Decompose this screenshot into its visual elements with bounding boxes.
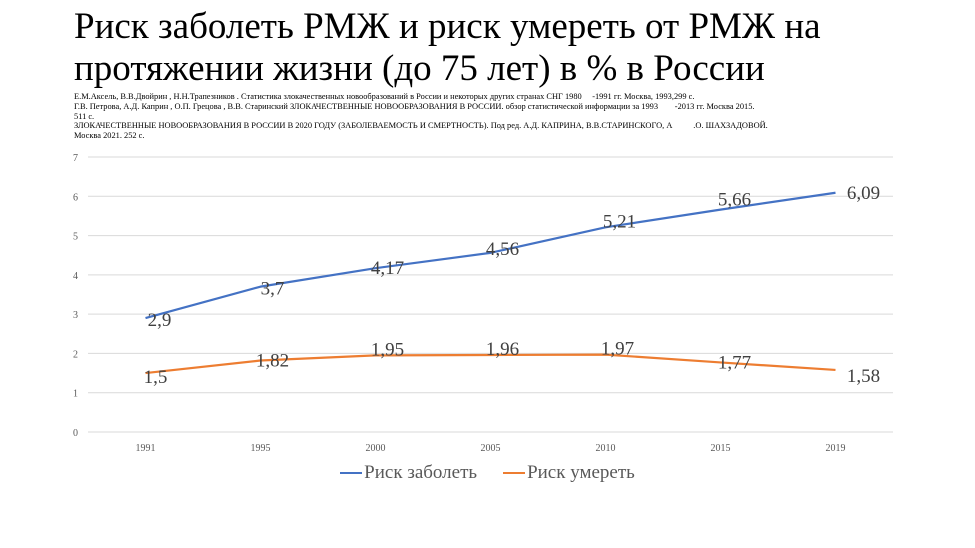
x-tick-label: 2010	[596, 443, 616, 454]
x-tick-label: 1995	[251, 443, 271, 454]
legend-item-mortality: Риск умереть	[503, 462, 635, 484]
y-tick-label: 1	[73, 389, 78, 400]
reference-line: ЗЛОКАЧЕСТВЕННЫЕ НОВООБРАЗОВАНИЯ В РОССИИ…	[74, 121, 768, 131]
data-label: 2,9	[148, 310, 172, 331]
legend-swatch-blue-icon	[340, 472, 363, 474]
series-line-0	[145, 191, 836, 320]
x-axis-ticks: 1991 1995 2000 2005 2010 2015 2019	[136, 443, 846, 454]
data-label: 6,09	[847, 183, 880, 204]
legend-item-incidence: Риск заболеть	[340, 462, 477, 484]
gridlines	[88, 156, 893, 433]
x-tick-label: 2000	[366, 443, 386, 454]
chart-legend: Риск заболеть Риск умереть	[0, 462, 975, 484]
reference-line: 511 с.	[74, 111, 95, 121]
legend-label: Риск умереть	[527, 462, 635, 483]
data-label: 1,77	[718, 352, 751, 373]
series-lines	[145, 191, 836, 375]
references: Е.М.Аксель, В.В.Двойрин , Н.Н.Трапезнико…	[74, 92, 934, 141]
data-label: 1,82	[256, 351, 289, 372]
series-line-1	[145, 353, 836, 375]
data-label: 4,17	[371, 258, 404, 279]
y-tick-label: 7	[73, 153, 78, 164]
data-label: 3,7	[261, 279, 285, 300]
y-axis-ticks: 0 1 2 3 4 5 6 7	[73, 153, 78, 439]
slide-title: Риск заболеть РМЖ и риск умереть от РМЖ …	[74, 6, 954, 90]
data-label: 1,5	[144, 367, 168, 388]
y-tick-label: 5	[73, 232, 78, 243]
y-tick-label: 2	[73, 349, 78, 360]
data-label: 4,56	[486, 239, 519, 260]
slide-title-line-2: протяжении жизни (до 75 лет) в % в Росси…	[74, 48, 765, 89]
reference-line: Г.В. Петрова, А.Д. Каприн , О.П. Грецова…	[74, 101, 755, 111]
x-tick-label: 2015	[711, 443, 731, 454]
x-tick-label: 2005	[481, 443, 501, 454]
legend-swatch-orange-icon	[503, 472, 526, 474]
y-tick-label: 4	[73, 271, 78, 282]
y-tick-label: 0	[73, 428, 78, 439]
data-label: 1,58	[847, 366, 880, 387]
reference-line: Москва 2021. 252 с.	[74, 131, 145, 141]
x-tick-label: 1991	[136, 443, 156, 454]
reference-line: Е.М.Аксель, В.В.Двойрин , Н.Н.Трапезнико…	[74, 92, 695, 101]
data-labels: 2,9 3,7 4,17 4,56 5,21 5,66 6,09 1,5 1,82 1,95 1,9…	[144, 183, 881, 388]
slide-title-line-1: Риск заболеть РМЖ и риск умереть от РМЖ …	[74, 6, 821, 47]
data-label: 5,21	[603, 211, 636, 232]
y-tick-label: 3	[73, 310, 78, 321]
data-label: 1,96	[486, 339, 519, 360]
data-label: 1,95	[371, 339, 404, 360]
y-tick-label: 6	[73, 192, 78, 203]
data-label: 1,97	[601, 339, 634, 360]
legend-label: Риск заболеть	[364, 462, 478, 483]
x-tick-label: 2019	[826, 443, 846, 454]
data-label: 5,66	[718, 190, 751, 211]
